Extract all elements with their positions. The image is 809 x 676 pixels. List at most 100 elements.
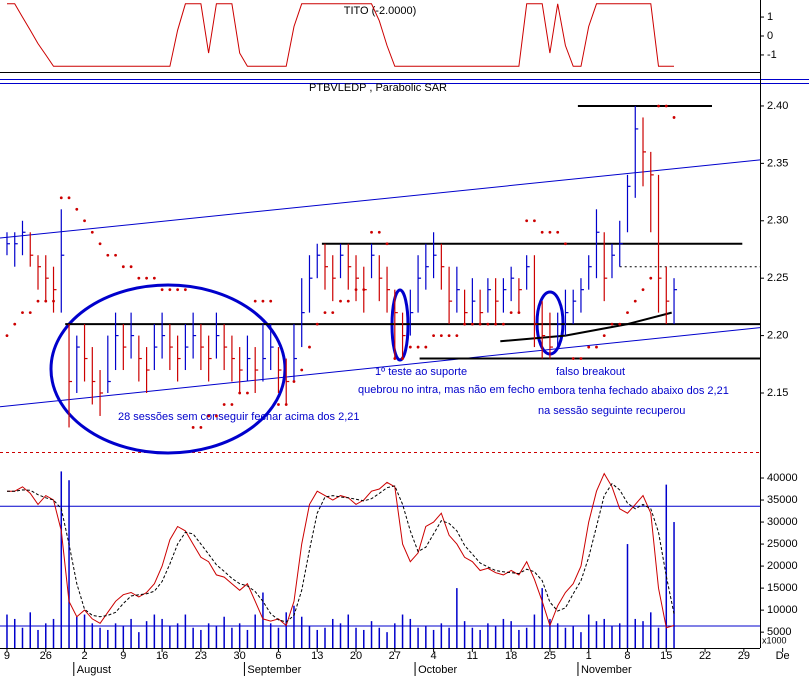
volume-bar bbox=[510, 621, 512, 648]
sar-dot bbox=[75, 207, 79, 211]
volume-bar bbox=[673, 522, 675, 648]
volume-bar bbox=[207, 623, 210, 648]
month-label: August bbox=[77, 664, 111, 676]
volume-bar bbox=[494, 625, 497, 648]
x-tick-label: 1 bbox=[586, 650, 592, 662]
volume-bar bbox=[347, 614, 350, 648]
volume-bar bbox=[52, 618, 55, 648]
volume-bar bbox=[456, 588, 458, 648]
sar-dot bbox=[564, 242, 567, 246]
y-tick-label: 20000 bbox=[767, 560, 798, 572]
volume-bar bbox=[525, 627, 528, 648]
volume-bar bbox=[29, 612, 32, 648]
sar-dot bbox=[160, 288, 164, 292]
volume-bar bbox=[642, 621, 644, 648]
volume-bar bbox=[176, 623, 179, 648]
volume-bar bbox=[285, 612, 287, 648]
sar-dot bbox=[641, 288, 645, 292]
y-tick-label: 2.20 bbox=[767, 329, 788, 341]
annotation: falso breakout bbox=[556, 366, 625, 378]
sar-dot bbox=[385, 242, 389, 246]
volume-bar bbox=[107, 629, 109, 648]
sar-dot bbox=[90, 230, 94, 234]
volume-bar bbox=[409, 618, 412, 648]
sar-dot bbox=[548, 230, 552, 234]
volume-bar bbox=[68, 480, 70, 648]
x-tick-label: 2 bbox=[81, 650, 87, 662]
sar-dot bbox=[432, 334, 435, 337]
volume-bar bbox=[595, 621, 598, 648]
sar-dot bbox=[393, 357, 397, 360]
volume-bar bbox=[332, 618, 334, 648]
panel-title: TITO (-2.0000) bbox=[344, 5, 417, 17]
volume-bar bbox=[246, 629, 249, 648]
sar-dot bbox=[587, 345, 591, 349]
volume-bar bbox=[448, 627, 450, 648]
sar-dot bbox=[137, 276, 141, 280]
x-tick-label: De bbox=[776, 650, 790, 662]
volume-bar bbox=[122, 625, 125, 648]
x-tick-label: 8 bbox=[624, 650, 630, 662]
annotation: embora tenha fechado abaixo dos 2,21 bbox=[538, 385, 729, 397]
volume-bar bbox=[223, 616, 225, 648]
y-tick-label: 2.15 bbox=[767, 387, 788, 399]
volume-bar bbox=[580, 632, 582, 648]
sar-dot bbox=[308, 345, 311, 349]
sar-dot bbox=[114, 253, 117, 257]
volume-bar bbox=[269, 623, 272, 648]
oscillator-line bbox=[7, 472, 675, 629]
volume-bar bbox=[153, 614, 156, 648]
volume-bar bbox=[502, 618, 505, 648]
sar-dot bbox=[21, 311, 24, 315]
volume-bar bbox=[254, 614, 256, 648]
volume-bar bbox=[316, 629, 318, 648]
volume-bar bbox=[634, 618, 637, 648]
x-tick-label: 23 bbox=[195, 650, 207, 662]
volume-bar bbox=[394, 623, 396, 648]
volume-bar bbox=[21, 627, 24, 648]
sar-dot bbox=[168, 288, 172, 292]
sar-dot bbox=[540, 230, 544, 234]
month-label: September bbox=[247, 664, 301, 676]
y-tick-label: 5000 bbox=[767, 626, 791, 638]
sar-dot bbox=[106, 253, 110, 257]
volume-bar bbox=[657, 627, 660, 648]
sar-dot bbox=[222, 403, 226, 406]
sar-dot bbox=[331, 311, 335, 315]
sar-dot bbox=[269, 299, 273, 303]
annotation: quebrou no intra, mas não em fecho bbox=[358, 384, 535, 396]
sar-dot bbox=[183, 288, 187, 292]
y-tick-label: 40000 bbox=[767, 472, 798, 484]
volume-bar bbox=[564, 627, 567, 648]
volume-bar bbox=[231, 627, 233, 648]
volume-bar bbox=[440, 623, 443, 648]
sar-dot bbox=[28, 311, 32, 315]
x-tick-label: 9 bbox=[120, 650, 126, 662]
sar-dot bbox=[5, 334, 9, 337]
volume-bar bbox=[145, 621, 148, 648]
sar-dot bbox=[354, 288, 358, 292]
sar-dot bbox=[618, 322, 622, 326]
y-tick-label: 2.30 bbox=[767, 215, 788, 227]
volume-bar bbox=[386, 632, 388, 648]
sar-dot bbox=[494, 322, 498, 326]
volume-bar bbox=[378, 627, 381, 648]
volume-bar bbox=[665, 484, 668, 648]
volume-bar bbox=[541, 588, 543, 648]
sar-dot bbox=[509, 311, 513, 315]
sar-dot bbox=[455, 334, 459, 337]
volume-bar bbox=[587, 614, 590, 648]
volume-bar bbox=[370, 621, 373, 648]
x-tick-label: 13 bbox=[311, 650, 323, 662]
volume-bar bbox=[76, 616, 78, 648]
sar-dot bbox=[277, 403, 280, 406]
sar-dot bbox=[657, 104, 660, 108]
volume-bar bbox=[91, 623, 94, 648]
volume-bar bbox=[556, 623, 559, 648]
sar-dot bbox=[377, 230, 381, 234]
volume-bar bbox=[401, 614, 404, 648]
sar-dot bbox=[36, 299, 40, 303]
volume-bar bbox=[184, 614, 187, 648]
sar-dot bbox=[315, 322, 319, 326]
